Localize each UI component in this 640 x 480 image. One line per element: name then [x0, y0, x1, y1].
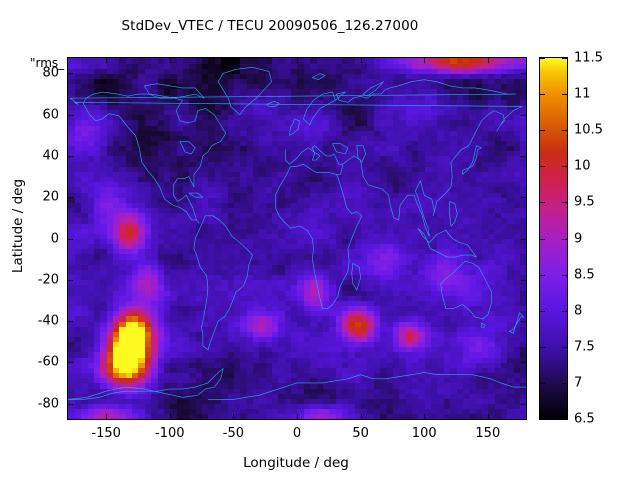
colorbar-tick-mark	[540, 130, 545, 131]
y-tick-mark-right	[521, 362, 526, 363]
colorbar-tick-mark	[540, 383, 545, 384]
y-tick-label: 80	[42, 65, 59, 81]
x-tick-mark	[361, 414, 362, 419]
colorbar-tick-label: 10.5	[574, 122, 603, 138]
colorbar-tick-mark	[540, 275, 545, 276]
y-tick-mark	[68, 239, 73, 240]
y-tick-mark	[68, 404, 73, 405]
x-tick-mark	[424, 414, 425, 419]
y-tick-mark	[68, 73, 73, 74]
y-tick-mark-right	[521, 197, 526, 198]
y-tick-mark	[68, 362, 73, 363]
colorbar-tick-mark	[540, 94, 545, 95]
stray-artifact-text: "rms_	[30, 56, 65, 70]
x-tick-label: 0	[292, 426, 302, 441]
colorbar-tick-label: 9.5	[574, 194, 595, 210]
y-tick-mark-right	[521, 115, 526, 116]
colorbar-tick-mark	[540, 58, 545, 59]
x-tick-label: 50	[352, 426, 369, 441]
x-tick-mark-top	[361, 58, 362, 63]
y-tick-mark	[68, 321, 73, 322]
x-tick-label: 150	[475, 426, 501, 441]
y-tick-mark	[68, 280, 73, 281]
colorbar-tick-label: 11	[574, 86, 591, 102]
x-tick-mark	[170, 414, 171, 419]
y-tick-label: 40	[42, 148, 59, 164]
heatmap-plot-area	[67, 57, 527, 420]
x-tick-mark	[297, 414, 298, 419]
y-tick-mark	[68, 115, 73, 116]
x-tick-mark-top	[106, 58, 107, 63]
y-tick-mark	[68, 156, 73, 157]
y-tick-mark-right	[521, 321, 526, 322]
colorbar-tick-label: 10	[574, 158, 591, 174]
colorbar-gradient	[540, 58, 567, 419]
x-tick-mark	[106, 414, 107, 419]
x-tick-mark-top	[297, 58, 298, 63]
y-tick-label: -80	[37, 396, 59, 412]
x-tick-label: 100	[411, 426, 437, 441]
x-tick-mark	[233, 414, 234, 419]
colorbar-tick-label: 6.5	[574, 411, 595, 427]
colorbar-tick-label: 11.5	[574, 50, 603, 66]
y-tick-mark	[68, 197, 73, 198]
vtec-heatmap-canvas	[68, 58, 526, 419]
y-tick-label: -20	[37, 272, 59, 288]
colorbar-tick-label: 7.5	[574, 339, 595, 355]
y-tick-label: 0	[50, 231, 59, 246]
colorbar-tick-mark	[562, 419, 567, 420]
x-tick-mark-top	[424, 58, 425, 63]
y-tick-mark-right	[521, 280, 526, 281]
colorbar-tick-mark	[540, 419, 545, 420]
colorbar-tick-mark	[562, 383, 567, 384]
y-tick-label: -60	[37, 354, 59, 370]
colorbar-tick-mark	[540, 311, 545, 312]
y-tick-label: 60	[42, 107, 59, 123]
y-tick-label: 20	[42, 189, 59, 205]
y-tick-mark-right	[521, 73, 526, 74]
y-tick-mark-right	[521, 404, 526, 405]
colorbar-tick-mark	[562, 239, 567, 240]
colorbar-tick-mark	[562, 311, 567, 312]
colorbar-tick-mark	[562, 94, 567, 95]
x-tick-mark-top	[233, 58, 234, 63]
x-tick-mark-top	[488, 58, 489, 63]
colorbar-tick-mark	[540, 166, 545, 167]
x-tick-mark-top	[170, 58, 171, 63]
colorbar-tick-mark	[540, 347, 545, 348]
y-tick-mark-right	[521, 239, 526, 240]
y-tick-mark-right	[521, 156, 526, 157]
colorbar-tick-label: 8.5	[574, 267, 595, 283]
colorbar-tick-mark	[562, 58, 567, 59]
x-tick-mark	[488, 414, 489, 419]
y-tick-label: -40	[37, 313, 59, 329]
colorbar-tick-label: 8	[574, 303, 583, 319]
colorbar-tick-mark	[562, 166, 567, 167]
x-tick-label: -50	[222, 426, 244, 441]
colorbar-tick-label: 9	[574, 231, 583, 246]
colorbar	[539, 57, 568, 420]
colorbar-tick-mark	[562, 275, 567, 276]
x-tick-label: -150	[91, 426, 121, 441]
colorbar-tick-mark	[562, 347, 567, 348]
colorbar-tick-mark	[562, 202, 567, 203]
colorbar-tick-label: 7	[574, 375, 583, 391]
colorbar-tick-mark	[562, 130, 567, 131]
colorbar-tick-mark	[540, 239, 545, 240]
page-title: StdDev_VTEC / TECU 20090506_126.27000	[121, 18, 419, 34]
x-axis-title: Longitude / deg	[243, 455, 349, 471]
x-tick-label: -100	[155, 426, 185, 441]
colorbar-tick-mark	[540, 202, 545, 203]
